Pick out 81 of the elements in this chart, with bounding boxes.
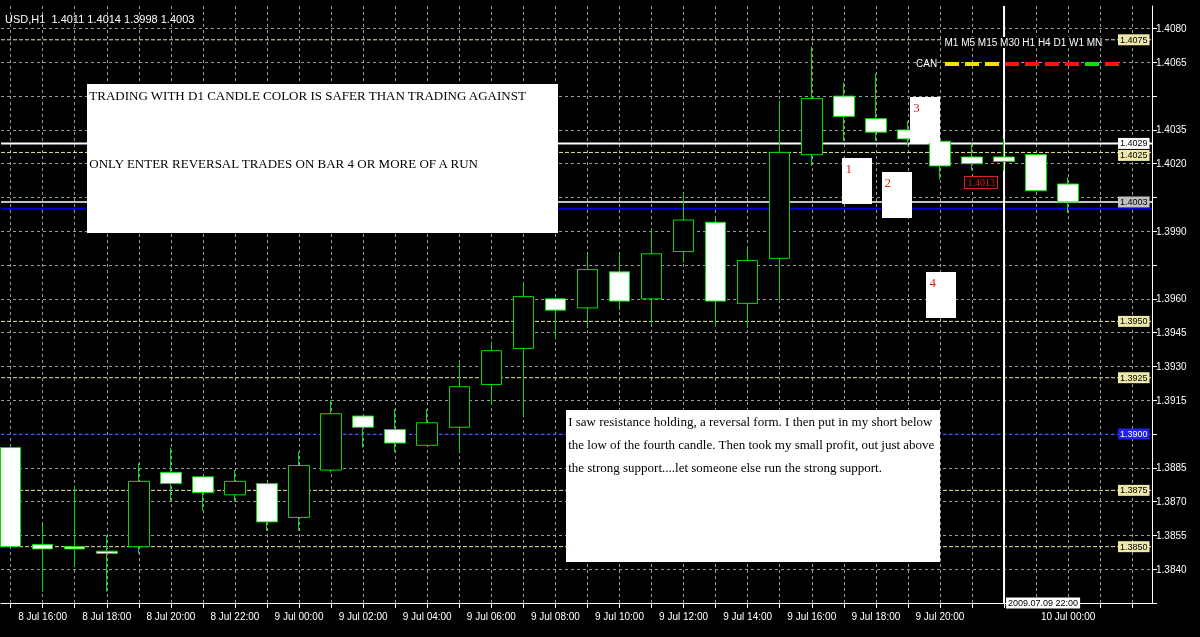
note-card: 3 [910, 96, 941, 143]
y-tick-label: 1.3870 [1156, 496, 1188, 508]
y-tick-label: 1.3840 [1156, 563, 1188, 575]
ref-line-label: 1.3850 [1120, 541, 1148, 552]
x-tick-label: 8 Jul 22:00 [210, 610, 260, 622]
candlestick [192, 476, 214, 512]
y-tick-label: 1.3855 [1156, 529, 1188, 541]
candlestick [0, 447, 21, 548]
y-tick-label: 1.3885 [1156, 462, 1188, 474]
x-tick-label: 9 Jul 00:00 [274, 610, 324, 622]
candlestick [32, 523, 53, 593]
ref-line-label: 2009.07.09 22:00 [1008, 598, 1079, 608]
x-tick-label: 9 Jul 10:00 [595, 610, 645, 622]
y-tick-label: 1.4080 [1156, 23, 1188, 35]
candlestick [577, 253, 598, 329]
x-tick-label: 9 Jul 20:00 [915, 610, 965, 622]
candlestick [64, 485, 85, 568]
note-card: 4 [926, 272, 957, 319]
annotation: 1.4013 [964, 176, 998, 190]
annotation: CAN [916, 58, 938, 69]
candlestick [449, 361, 470, 453]
y-tick-label: 1.3945 [1156, 327, 1188, 339]
y-tick-label: 1.3990 [1156, 225, 1188, 237]
ref-line-label: 1.4029 [1120, 138, 1148, 149]
candlestick [96, 534, 118, 593]
ref-line-label: 1.4025 [1120, 150, 1148, 161]
note-card: 1 [842, 158, 873, 205]
candlestick [352, 415, 374, 449]
candlestick [128, 462, 150, 554]
x-tick-label: 9 Jul 12:00 [659, 610, 709, 622]
candlestick [1057, 176, 1079, 214]
annotation: ONLY ENTER REVERSAL TRADES ON BAR 4 OR MORE OF A RUN [89, 156, 478, 172]
x-tick-label: 9 Jul 18:00 [851, 610, 901, 622]
x-tick-label: 8 Jul 16:00 [18, 610, 68, 622]
candlestick [160, 447, 182, 503]
candlestick [673, 192, 694, 264]
candlestick [384, 408, 406, 453]
annotation: 1 [845, 161, 852, 178]
x-tick-label: 9 Jul 06:00 [466, 610, 517, 622]
y-tick-label: 1.4020 [1156, 158, 1188, 170]
candlestick [256, 483, 278, 532]
y-tick-label: 1.3915 [1156, 394, 1188, 406]
ref-line-label: 1.3900 [1120, 429, 1148, 440]
ref-line-label: 1.4003 [1120, 197, 1148, 207]
note-card: I saw resistance holding, a reversal form. I then put in my short below the low of the fourth candle. Then took my small profit, out just above the strong support....let someone else run the strong support. [566, 410, 941, 562]
candlestick [513, 282, 534, 417]
candlestick [416, 408, 438, 446]
candlestick [801, 46, 823, 167]
x-tick-label: 8 Jul 18:00 [82, 610, 132, 622]
ref-line-label: 1.4075 [1120, 34, 1148, 45]
candlestick [1025, 154, 1047, 192]
ref-line-label: 1.3925 [1120, 372, 1148, 383]
x-tick-label: 9 Jul 16:00 [787, 610, 837, 622]
candlestick [320, 399, 342, 473]
ref-line-label: 1.3950 [1120, 316, 1148, 327]
x-tick-label: 9 Jul 02:00 [338, 610, 389, 622]
candlestick [481, 341, 502, 406]
y-tick-label: 1.3930 [1156, 360, 1188, 372]
annotation: 4 [929, 275, 936, 292]
candlestick [609, 253, 630, 311]
annotation: 3 [913, 99, 920, 116]
y-tick-label: 1.3960 [1156, 293, 1188, 305]
note-card: TRADING WITH D1 CANDLE COLOR IS SAFER THAN TRADING AGAINST ONLY ENTER REVERSAL TRADES ON BAR 4 OR MORE OF A RUN [87, 84, 559, 233]
y-tick-label: 1.4035 [1156, 124, 1188, 136]
x-tick-label: 9 Jul 08:00 [530, 610, 581, 622]
candlestick [288, 451, 310, 532]
annotation: 2 [884, 174, 891, 191]
x-tick-label: 8 Jul 20:00 [146, 610, 196, 622]
x-tick-label: 9 Jul 14:00 [723, 610, 773, 622]
candlestick [705, 217, 726, 327]
y-tick-label: 1.4065 [1156, 56, 1188, 68]
annotation: TRADING WITH D1 CANDLE COLOR IS SAFER THAN TRADING AGAINST [89, 88, 526, 104]
candlestick [737, 246, 758, 329]
annotation: M1 M5 M15 M30 H1 H4 D1 W1 MN [942, 37, 1105, 48]
candlestick [641, 228, 662, 325]
candlestick [224, 469, 246, 503]
ref-line-label: 1.3875 [1120, 485, 1148, 496]
text: USD,H1 1.4011 1.4014 1.3998 1.4003 [5, 12, 195, 25]
x-tick-label: 10 Jul 00:00 [1040, 610, 1096, 622]
candlestick [545, 298, 566, 340]
x-tick-label: 9 Jul 04:00 [402, 610, 453, 622]
